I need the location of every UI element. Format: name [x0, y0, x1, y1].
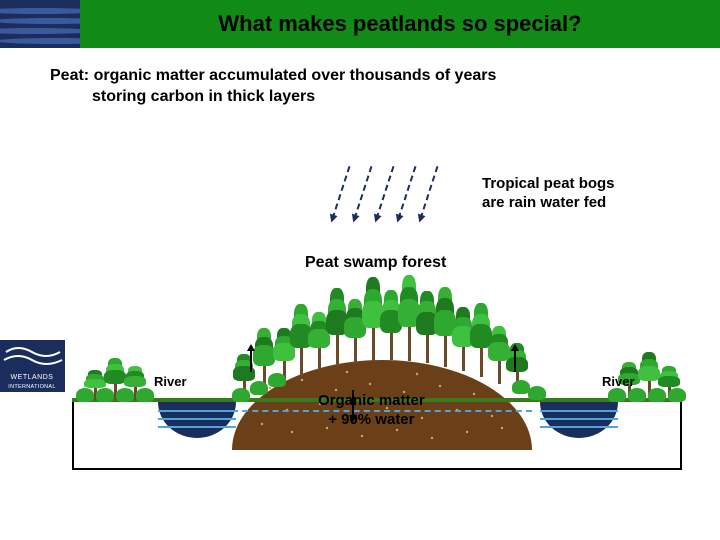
- header-band: What makes peatlands so special?: [0, 0, 720, 48]
- river-right: [540, 402, 618, 438]
- header-title-bar: What makes peatlands so special?: [80, 0, 720, 48]
- subtitle-line2: storing carbon in thick layers: [50, 87, 670, 108]
- river-label-left: River: [154, 374, 187, 389]
- rain-arrows-group: [340, 165, 460, 245]
- river-left: [158, 402, 236, 438]
- river-label-right: River: [602, 374, 635, 389]
- organic-matter-label: Organic matter + 90% water: [318, 392, 425, 430]
- page-title: What makes peatlands so special?: [218, 11, 581, 37]
- subtitle-block: Peat: organic matter accumulated over th…: [0, 48, 720, 108]
- up-arrow-right-icon: [514, 348, 516, 372]
- svg-text:INTERNATIONAL: INTERNATIONAL: [8, 384, 56, 390]
- subtitle-line1: Peat: organic matter accumulated over th…: [50, 66, 670, 87]
- header-decoration-left: [0, 0, 80, 48]
- wetlands-logo: WETLANDS INTERNATIONAL: [0, 340, 65, 397]
- up-arrow-left-icon: [250, 348, 252, 372]
- rain-fed-label: Tropical peat bogs are rain water fed: [482, 175, 615, 213]
- svg-text:WETLANDS: WETLANDS: [11, 374, 54, 381]
- cross-section-diagram: [72, 260, 682, 480]
